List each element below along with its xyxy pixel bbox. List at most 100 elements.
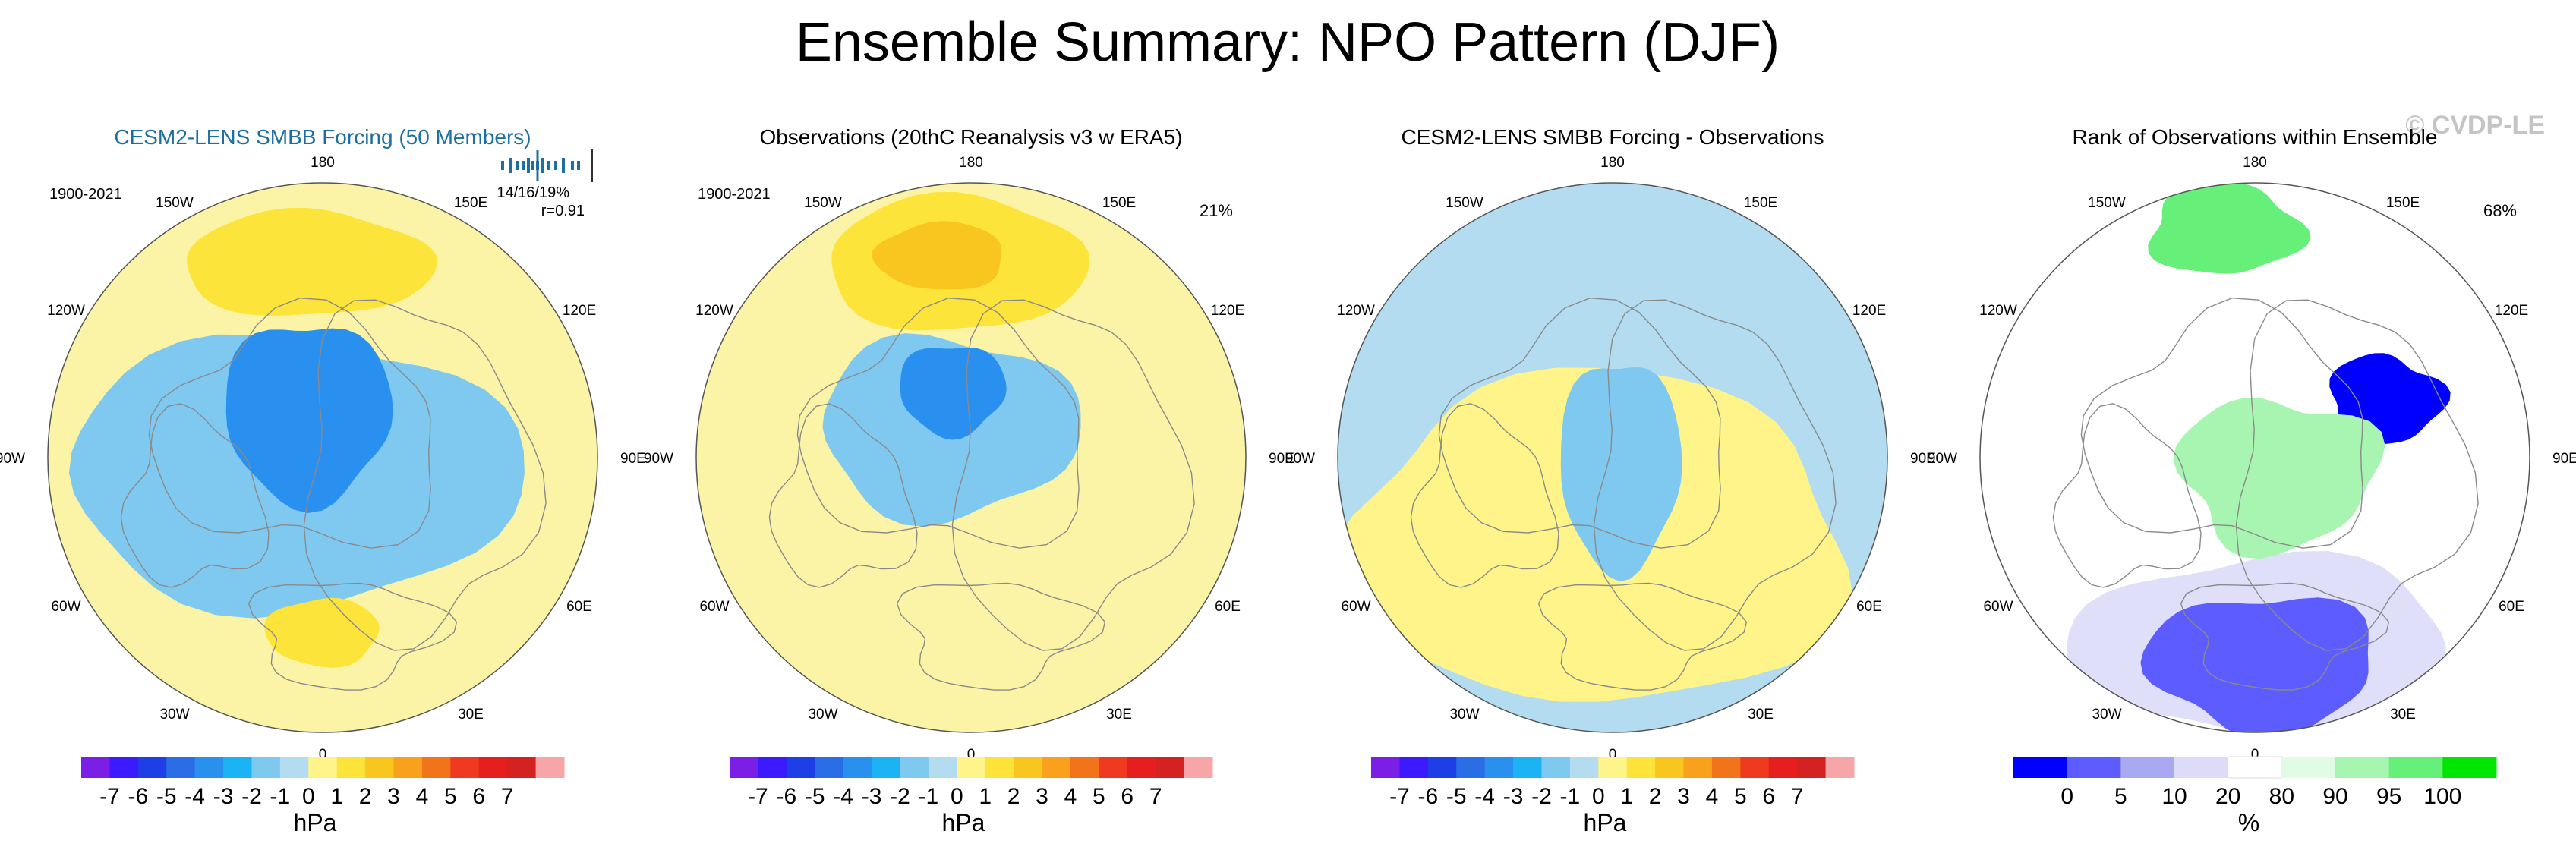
colorbar-swatch (985, 757, 1014, 778)
colorbar-swatch (1127, 757, 1156, 778)
colorbar-swatch (1513, 757, 1542, 778)
colorbar-swatch (1768, 757, 1798, 778)
colorbar-swatch (1399, 757, 1429, 778)
colorbar-swatch (507, 757, 537, 778)
map-field (2052, 183, 2479, 732)
colorbar-swatch (1655, 757, 1685, 778)
colorbar-swatch (279, 757, 309, 778)
map-field (1338, 183, 1887, 732)
colorbar-swatch (1541, 757, 1571, 778)
lon-label-90e: 90E (1269, 451, 1294, 467)
colorbar-tick-label: 3 (1036, 784, 1048, 809)
colorbar-swatch (421, 757, 451, 778)
contour-arctic (1560, 367, 1682, 581)
lon-label-150w: 150W (2088, 195, 2126, 211)
coastline-1 (148, 297, 431, 549)
colorbar-swatch (2174, 757, 2229, 778)
colorbar-tick-label: -5 (805, 784, 825, 809)
colorbar-tick-label: 7 (1791, 784, 1804, 809)
colorbar-swatch (2388, 757, 2443, 778)
colorbar-tick-label: -7 (99, 784, 120, 809)
colorbar-tick-label: 1 (330, 784, 343, 809)
colorbar-tick-label: 4 (1064, 784, 1077, 809)
coastline-2 (120, 403, 270, 588)
lon-label-150e: 150E (1102, 195, 1136, 211)
colorbar-tick-label: 90 (2322, 784, 2347, 809)
lon-label-120w: 120W (695, 303, 733, 319)
coastline-1 (1438, 297, 1721, 549)
lon-label-150e: 150E (454, 195, 487, 211)
coastline-3 (951, 299, 1195, 651)
colorbar-tick-label: -4 (184, 784, 205, 809)
colorbar-swatch (109, 757, 139, 778)
colorbar-tick-label: 2 (1007, 784, 1020, 809)
contour-north-pacific (2148, 183, 2311, 274)
lon-label-120w: 120W (47, 303, 85, 319)
colorbar-tick-label: 6 (1121, 784, 1134, 809)
lon-label-120e: 120E (1852, 303, 1886, 319)
colorbar-tick-label: -6 (1417, 784, 1438, 809)
colorbar-swatch (2120, 757, 2175, 778)
lon-label-30e: 30E (1748, 707, 1774, 723)
colorbar-swatch (1825, 757, 1855, 778)
colorbar-tick-label: -4 (1474, 784, 1495, 809)
lon-label-0: 0 (2251, 747, 2259, 763)
panel-title: Observations (20thC Reanalysis v3 w ERA5… (759, 125, 1182, 149)
colorbar-swatch (928, 757, 957, 778)
colorbar-tick-label: -5 (1446, 784, 1467, 809)
lon-label-60w: 60W (1341, 599, 1370, 615)
colorbar-tick-label: -6 (128, 784, 148, 809)
colorbar-swatch (1156, 757, 1185, 778)
coastline-3 (303, 299, 547, 651)
map-field (68, 208, 547, 691)
colorbar-swatch (786, 757, 815, 778)
coastline-1 (796, 297, 1080, 549)
lon-label-120e: 120E (2495, 303, 2528, 319)
lon-label-120w: 120W (1979, 303, 2017, 319)
map-boundary (1337, 182, 1888, 733)
colorbar-swatch (2013, 757, 2068, 778)
colorbar-tick-label: -1 (270, 784, 291, 809)
colorbar-units: hPa (1584, 809, 1627, 836)
stats-correlation: r=0.91 (541, 203, 585, 219)
colorbar-tick-label: 0 (1592, 784, 1605, 809)
colorbar-tick-label: 10 (2161, 784, 2187, 809)
contour-arctic-north-atlantic (2173, 397, 2385, 559)
colorbar-tick-label: 95 (2376, 784, 2401, 809)
colorbar-tick-label: 0 (2060, 784, 2073, 809)
percent-label: 21% (1200, 201, 1233, 220)
lon-label-30e: 30E (458, 707, 484, 723)
colorbar-units: hPa (294, 809, 337, 836)
colorbar-swatch (1099, 757, 1128, 778)
colorbar-tick-label: 3 (387, 784, 400, 809)
colorbar-anomaly: -7 -6 -5 -4 -3 -2 -1 0 1 2 3 4 5 6 7 hPa (1371, 757, 1855, 836)
lon-label-30w: 30W (808, 707, 837, 723)
colorbar-units: % (2238, 809, 2259, 836)
lon-label-90w: 90W (644, 451, 673, 467)
colorbar-swatch (815, 757, 844, 778)
colorbar-tick-label: -2 (1531, 784, 1552, 809)
colorbar-swatch (2442, 757, 2497, 778)
colorbar-tick-label: -5 (156, 784, 177, 809)
lon-label-60w: 60W (1983, 599, 2013, 615)
colorbar-tick-label: 5 (1734, 784, 1747, 809)
lon-label-0: 0 (1609, 747, 1617, 763)
lon-label-60e: 60E (566, 599, 592, 615)
lon-label-180: 180 (311, 155, 335, 171)
colorbar-swatch (535, 757, 565, 778)
colorbar-swatch (1070, 757, 1099, 778)
map-boundary (1979, 182, 2530, 733)
colorbar-swatch (730, 757, 758, 778)
colorbar-swatch (1626, 757, 1656, 778)
lon-label-90w: 90W (1928, 451, 1957, 467)
colorbar-tick-label: 0 (302, 784, 315, 809)
colorbar-swatch (251, 757, 281, 778)
map-field (768, 191, 1195, 691)
colorbar-swatch (137, 757, 167, 778)
colorbar-swatch (194, 757, 224, 778)
colorbar-tick-label: 3 (1677, 784, 1690, 809)
page-title: Ensemble Summary: NPO Pattern (DJF) (796, 12, 1780, 73)
colorbar-tick-label: -3 (213, 784, 234, 809)
colorbar-anomaly: -7 -6 -5 -4 -3 -2 -1 0 1 2 3 4 5 6 7 hPa (81, 757, 565, 836)
colorbar-swatch (1598, 757, 1628, 778)
